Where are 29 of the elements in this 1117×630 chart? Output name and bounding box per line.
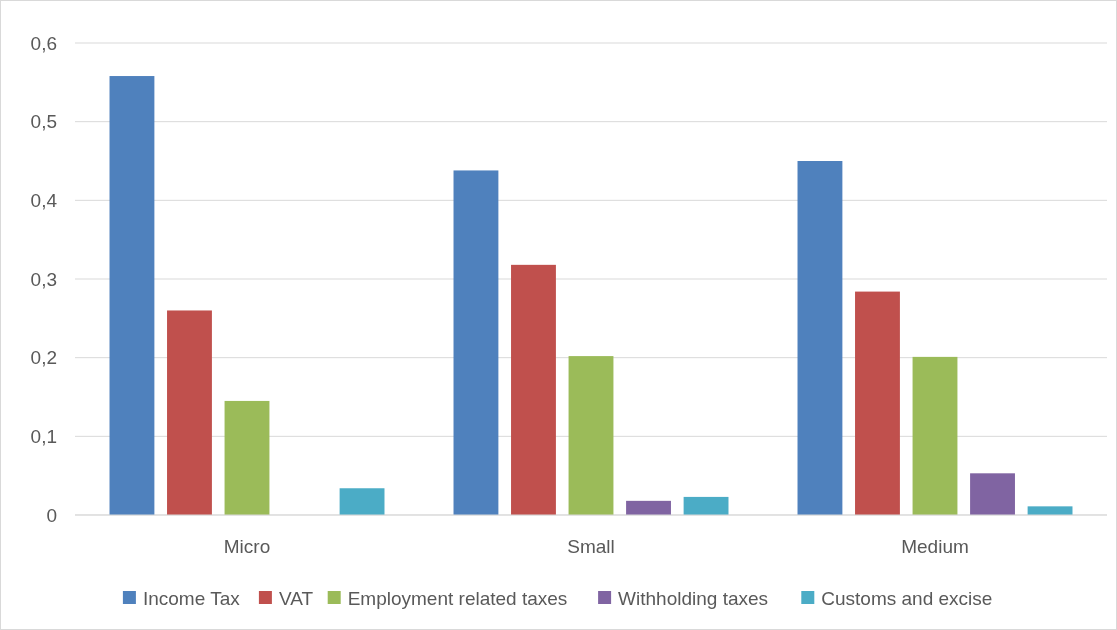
bar bbox=[109, 76, 155, 515]
bar bbox=[683, 496, 729, 515]
bar bbox=[511, 264, 556, 515]
y-tick-label: 0 bbox=[46, 504, 57, 526]
bar bbox=[453, 170, 499, 515]
bar bbox=[626, 500, 671, 515]
y-tick-label: 0,4 bbox=[30, 189, 58, 211]
y-tick-label: 0,3 bbox=[30, 268, 57, 290]
x-tick-label: Medium bbox=[901, 536, 969, 557]
x-tick-label: Small bbox=[567, 536, 615, 557]
bar bbox=[339, 488, 385, 515]
x-tick-label: Micro bbox=[223, 536, 271, 557]
legend-label: Employment related taxes bbox=[347, 587, 568, 609]
legend-label: Customs and excise bbox=[821, 587, 993, 609]
bar bbox=[797, 161, 843, 515]
legend-label: Withholding taxes bbox=[618, 587, 769, 609]
bar bbox=[568, 356, 614, 515]
legend-label: VAT bbox=[278, 587, 314, 609]
y-tick-label: 0,1 bbox=[30, 425, 57, 447]
bar bbox=[167, 310, 212, 515]
y-tick-label: 0,5 bbox=[30, 111, 57, 133]
y-tick-label: 0,2 bbox=[30, 347, 57, 369]
bar bbox=[970, 473, 1015, 515]
bar bbox=[1027, 506, 1073, 515]
bar bbox=[855, 291, 900, 515]
bar bbox=[224, 400, 270, 515]
y-tick-label: 0,6 bbox=[30, 32, 57, 54]
bar bbox=[912, 356, 958, 515]
legend-label: Income Tax bbox=[142, 587, 241, 609]
